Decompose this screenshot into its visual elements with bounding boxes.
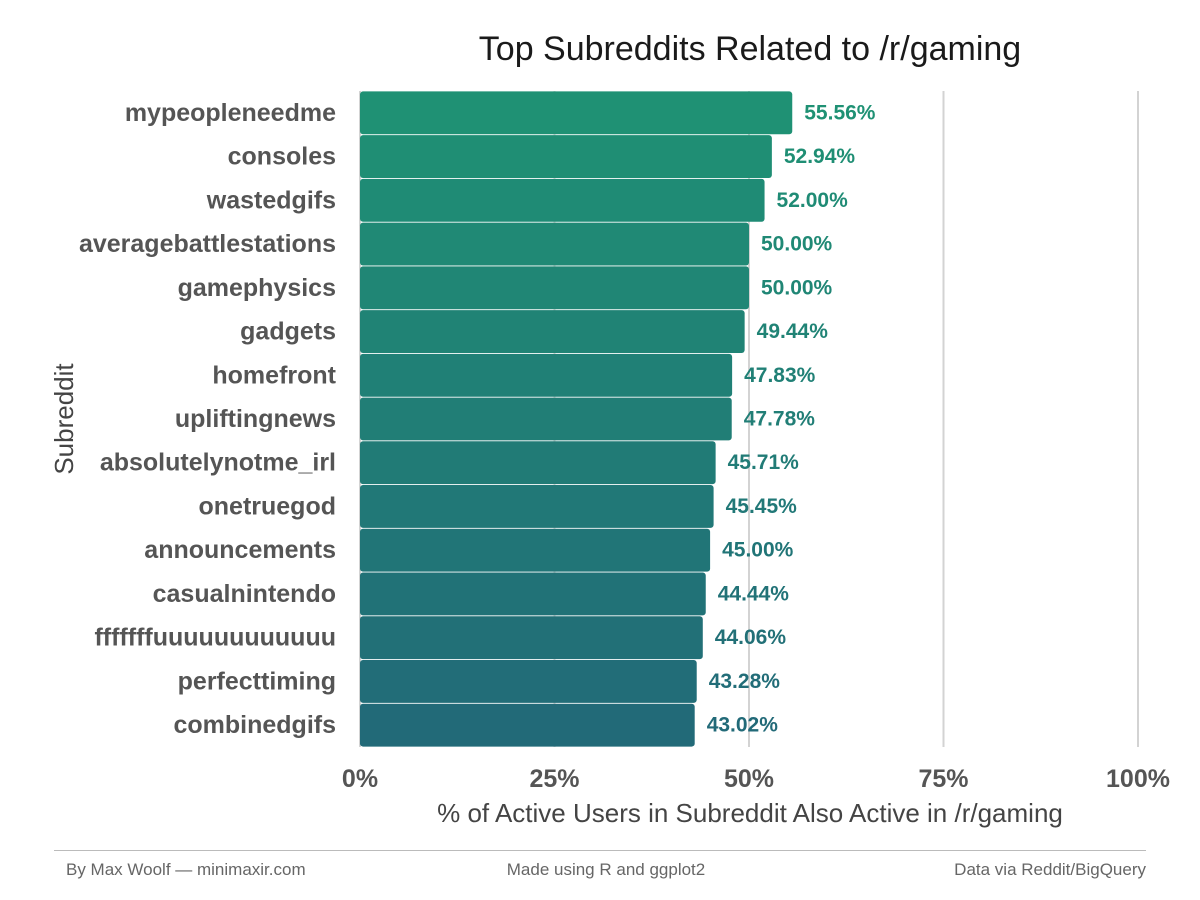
value-label: 50.00% — [761, 233, 833, 256]
x-tick-label: 25% — [529, 765, 579, 793]
value-label: 50.00% — [761, 276, 833, 299]
bar-fffffffuuuuuuuuuuuu — [360, 616, 703, 660]
footer-tools: Made using R and ggplot2 — [506, 860, 706, 879]
x-axis-title: % of Active Users in Subreddit Also Acti… — [437, 798, 1063, 828]
bar-gadgets — [360, 310, 745, 353]
x-tick-label: 100% — [1106, 765, 1170, 793]
bar-consoles — [360, 135, 772, 179]
value-label: 52.00% — [777, 189, 849, 212]
bar-mypeopleneedme — [360, 91, 793, 135]
value-label: 45.00% — [722, 539, 794, 562]
footer-divider — [54, 850, 1146, 851]
category-label: combinedgifs — [173, 711, 336, 739]
footer-author: By Max Woolf — minimaxir.com — [66, 860, 306, 879]
category-label: gamephysics — [178, 274, 336, 302]
value-label: 47.78% — [744, 408, 816, 431]
category-label: perfecttiming — [178, 667, 336, 695]
bars — [360, 91, 793, 747]
value-label: 43.28% — [709, 670, 781, 693]
category-label: mypeopleneedme — [125, 99, 336, 127]
bar-homefront — [360, 353, 733, 397]
x-tick-labels: 0% 25% 50% 75% 100% — [342, 765, 1170, 793]
category-label: onetruegod — [199, 492, 337, 520]
bar-announcements — [360, 528, 711, 572]
value-label: 45.45% — [726, 495, 798, 518]
category-label: announcements — [144, 536, 336, 564]
x-tick-label: 50% — [724, 765, 774, 793]
category-label: averagebattlestations — [79, 230, 336, 258]
chart-title: Top Subreddits Related to /r/gaming — [478, 30, 1022, 68]
value-label: 47.83% — [744, 364, 816, 387]
bar-averagebattlestations — [360, 222, 749, 266]
category-label: consoles — [228, 143, 336, 171]
y-axis-title: Subreddit — [49, 363, 79, 475]
value-label: 44.06% — [715, 626, 787, 649]
category-label: wastedgifs — [206, 186, 336, 214]
value-label: 49.44% — [757, 320, 829, 343]
bar-combinedgifs — [360, 703, 695, 747]
category-label: fffffffuuuuuuuuuuuu — [94, 624, 336, 652]
value-label: 52.94% — [784, 145, 856, 168]
bar-upliftingnews — [360, 397, 732, 441]
bar-wastedgifs — [360, 178, 765, 222]
value-label: 43.02% — [707, 714, 779, 737]
x-tick-label: 0% — [342, 765, 378, 793]
category-label: gadgets — [240, 318, 336, 346]
bar-onetruegod — [360, 485, 714, 528]
value-label: 55.56% — [804, 101, 876, 124]
category-label: absolutelynotme_irl — [100, 449, 336, 477]
value-label: 45.71% — [728, 451, 800, 474]
bar-absolutelynotme_irl — [360, 441, 716, 485]
bar-perfecttiming — [360, 659, 697, 703]
value-label: 44.44% — [718, 582, 790, 605]
category-label: homefront — [212, 361, 336, 389]
x-tick-label: 75% — [918, 765, 968, 793]
bar-gamephysics — [360, 266, 749, 310]
bar-casualnintendo — [360, 572, 706, 616]
category-label: casualnintendo — [153, 580, 336, 608]
category-labels: mypeopleneedme consoles wastedgifs averageb… — [79, 99, 337, 739]
value-labels: 55.56% 52.94% 52.00% 50.00% 50.00% 49.44% 47.8… — [707, 101, 876, 736]
category-label: upliftingnews — [175, 405, 336, 433]
footer-source: Data via Reddit/BigQuery — [954, 860, 1146, 879]
